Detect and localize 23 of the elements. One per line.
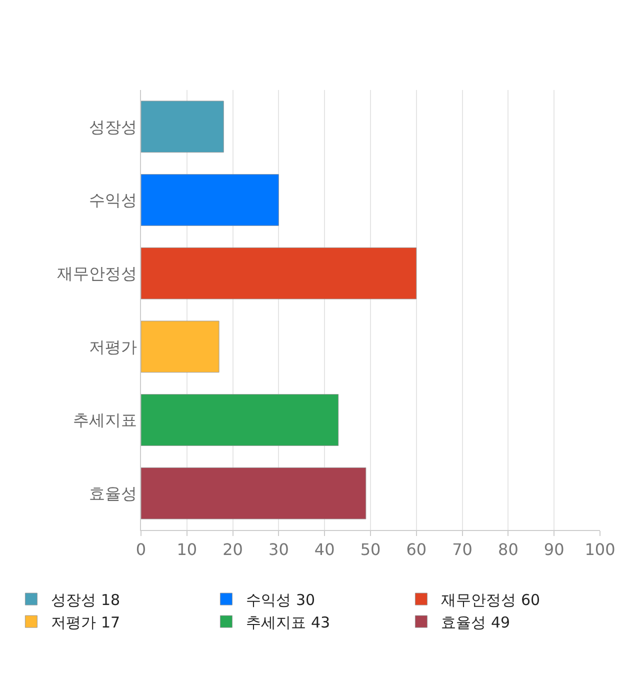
x-tick-label: 100 (584, 540, 616, 560)
x-tick-label: 0 (136, 540, 146, 560)
y-tick-label: 재무안정성 (56, 264, 137, 283)
x-tick-label: 40 (314, 540, 335, 560)
x-tick-label: 60 (406, 540, 427, 560)
x-tick-label: 80 (498, 540, 518, 560)
legend-label: 재무안정성 60 (441, 590, 540, 609)
x-tick-label: 20 (222, 540, 243, 560)
x-tick-label: 30 (268, 540, 289, 560)
x-tick-label: 90 (544, 540, 564, 560)
legend-label: 저평가 17 (51, 613, 120, 632)
legend-label: 추세지표 43 (246, 613, 330, 632)
y-tick-label: 수익성 (88, 190, 137, 210)
y-tick-label: 효율성 (88, 484, 137, 503)
legend-label: 성장성 18 (51, 590, 120, 609)
y-tick-label: 성장성 (88, 117, 137, 136)
legend-label: 효율성 49 (441, 613, 510, 632)
x-tick-label: 50 (360, 540, 381, 560)
x-tick-label: 70 (452, 540, 472, 560)
y-tick-label: 추세지표 (72, 410, 137, 430)
legend-label: 수익성 30 (246, 590, 316, 609)
y-tick-label: 저평가 (88, 337, 137, 356)
x-tick-label: 10 (176, 540, 198, 560)
